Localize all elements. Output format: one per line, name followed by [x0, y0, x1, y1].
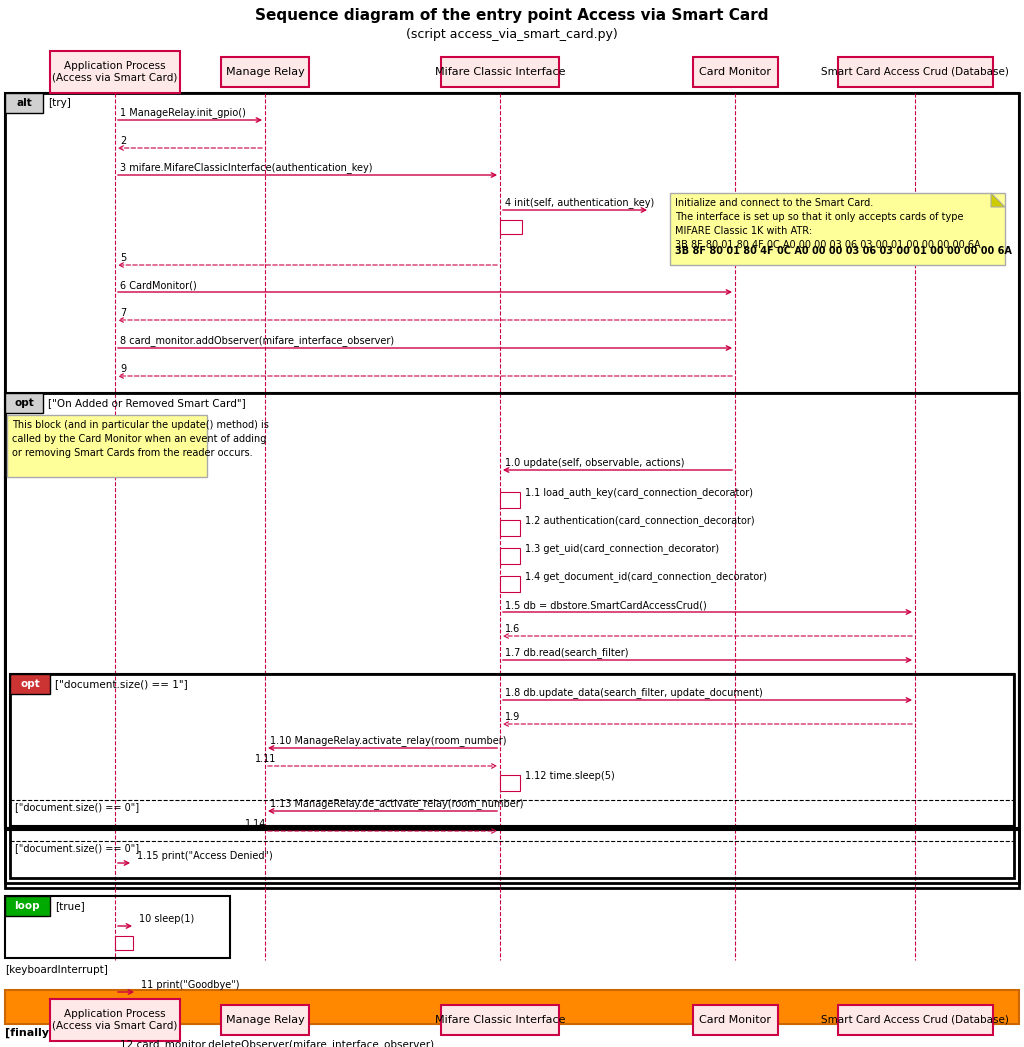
- Text: 1.6: 1.6: [505, 624, 520, 634]
- Text: 1.7 db.read(search_filter): 1.7 db.read(search_filter): [505, 647, 629, 658]
- Text: 1 ManageRelay.init_gpio(): 1 ManageRelay.init_gpio(): [120, 107, 246, 118]
- Text: loop: loop: [14, 901, 40, 911]
- Bar: [500, 548, 520, 564]
- Text: 1.15 print("Access Denied"): 1.15 print("Access Denied"): [137, 851, 272, 861]
- Text: 5: 5: [120, 253, 126, 263]
- Text: ["document.size() == 0"]: ["document.size() == 0"]: [15, 802, 139, 812]
- Text: [true]: [true]: [55, 901, 85, 911]
- Text: 1.9: 1.9: [505, 712, 520, 722]
- Text: Application Process
(Access via Smart Card): Application Process (Access via Smart Ca…: [52, 1009, 178, 1031]
- Text: [finally]: [finally]: [5, 1028, 54, 1039]
- Bar: [441, 1005, 559, 1035]
- Bar: [115, 1002, 133, 1016]
- Bar: [7, 415, 207, 477]
- Text: Application Process
(Access via Smart Card): Application Process (Access via Smart Ca…: [52, 61, 178, 83]
- Text: Manage Relay: Manage Relay: [225, 67, 304, 77]
- Text: 9: 9: [120, 364, 126, 374]
- Bar: [692, 1005, 777, 1035]
- Text: Manage Relay: Manage Relay: [225, 1015, 304, 1025]
- Bar: [5, 93, 43, 113]
- Text: 4 init(self, authentication_key): 4 init(self, authentication_key): [505, 197, 654, 208]
- Text: 1.1 load_auth_key(card_connection_decorator): 1.1 load_auth_key(card_connection_decora…: [525, 487, 753, 498]
- Bar: [838, 57, 992, 87]
- Text: opt: opt: [20, 680, 40, 689]
- Text: 1.0 update(self, observable, actions): 1.0 update(self, observable, actions): [505, 458, 684, 468]
- Text: 7: 7: [120, 308, 126, 318]
- Text: 1.3 get_uid(card_connection_decorator): 1.3 get_uid(card_connection_decorator): [525, 543, 719, 554]
- Text: 10 sleep(1): 10 sleep(1): [139, 914, 195, 925]
- Text: 1.8 db.update_data(search_filter, update_document): 1.8 db.update_data(search_filter, update…: [505, 687, 763, 698]
- Text: Mifare Classic Interface: Mifare Classic Interface: [435, 67, 565, 77]
- Text: Mifare Classic Interface: Mifare Classic Interface: [435, 1015, 565, 1025]
- Text: 12 card_monitor.deleteObserver(mifare_interface_observer): 12 card_monitor.deleteObserver(mifare_in…: [120, 1039, 434, 1047]
- Bar: [50, 51, 180, 93]
- Bar: [670, 193, 1005, 265]
- Text: Card Monitor: Card Monitor: [699, 67, 771, 77]
- Text: 1.10 ManageRelay.activate_relay(room_number): 1.10 ManageRelay.activate_relay(room_num…: [270, 735, 507, 747]
- Bar: [500, 520, 520, 536]
- Bar: [10, 674, 50, 694]
- Bar: [500, 576, 520, 592]
- Bar: [5, 393, 1019, 883]
- Text: [try]: [try]: [48, 98, 71, 108]
- Text: 11 print("Goodbye"): 11 print("Goodbye"): [141, 980, 240, 990]
- Text: 1.12 time.sleep(5): 1.12 time.sleep(5): [525, 771, 614, 781]
- Bar: [5, 93, 1019, 888]
- Text: Initialize and connect to the Smart Card.
The interface is set up so that it onl: Initialize and connect to the Smart Card…: [675, 198, 981, 250]
- Text: 8 card_monitor.addObserver(mifare_interface_observer): 8 card_monitor.addObserver(mifare_interf…: [120, 335, 394, 346]
- Bar: [5, 393, 43, 413]
- Text: 6 CardMonitor(): 6 CardMonitor(): [120, 280, 197, 290]
- Text: 1.13 ManageRelay.de_activate_relay(room_number): 1.13 ManageRelay.de_activate_relay(room_…: [270, 798, 523, 809]
- Text: ["document.size() == 0"]: ["document.size() == 0"]: [15, 843, 139, 853]
- Text: 2: 2: [120, 136, 126, 146]
- Bar: [500, 775, 520, 790]
- Bar: [221, 57, 309, 87]
- Bar: [692, 57, 777, 87]
- Text: opt: opt: [14, 398, 34, 408]
- Bar: [221, 1005, 309, 1035]
- Text: Smart Card Access Crud (Database): Smart Card Access Crud (Database): [821, 1015, 1009, 1025]
- Bar: [500, 492, 520, 508]
- Bar: [5, 393, 1019, 828]
- Text: 1.11: 1.11: [255, 754, 276, 764]
- Text: Card Monitor: Card Monitor: [699, 1015, 771, 1025]
- Text: Sequence diagram of the entry point Access via Smart Card: Sequence diagram of the entry point Acce…: [255, 8, 769, 23]
- Text: 1.4 get_document_id(card_connection_decorator): 1.4 get_document_id(card_connection_deco…: [525, 571, 767, 582]
- Polygon shape: [991, 193, 1005, 207]
- Bar: [838, 1005, 992, 1035]
- Text: ["On Added or Removed Smart Card"]: ["On Added or Removed Smart Card"]: [48, 398, 246, 408]
- Bar: [5, 896, 230, 958]
- Text: 1.2 authentication(card_connection_decorator): 1.2 authentication(card_connection_decor…: [525, 515, 755, 526]
- Text: [keyboardInterrupt]: [keyboardInterrupt]: [5, 965, 108, 975]
- Bar: [5, 93, 1019, 830]
- Text: ["document.size() == 1"]: ["document.size() == 1"]: [55, 680, 187, 689]
- Bar: [50, 999, 180, 1041]
- Bar: [10, 674, 1014, 878]
- Bar: [5, 896, 50, 916]
- Text: 1.14: 1.14: [245, 819, 266, 829]
- Text: 1.5 db = dbstore.SmartCardAccessCrud(): 1.5 db = dbstore.SmartCardAccessCrud(): [505, 600, 707, 610]
- Bar: [500, 220, 522, 233]
- Text: alt: alt: [16, 98, 32, 108]
- Text: (script access_via_smart_card.py): (script access_via_smart_card.py): [407, 28, 617, 41]
- Bar: [5, 990, 1019, 1024]
- Text: Smart Card Access Crud (Database): Smart Card Access Crud (Database): [821, 67, 1009, 77]
- Text: 3B 8F 80 01 80 4F 0C A0 00 00 03 06 03 00 01 00 00 00 00 6A: 3B 8F 80 01 80 4F 0C A0 00 00 03 06 03 0…: [675, 246, 1012, 257]
- Text: 3 mifare.MifareClassicInterface(authentication_key): 3 mifare.MifareClassicInterface(authenti…: [120, 162, 373, 173]
- Bar: [10, 674, 1014, 826]
- Text: This block (and in particular the update() method) is
called by the Card Monitor: This block (and in particular the update…: [12, 420, 269, 458]
- Bar: [115, 936, 133, 950]
- Bar: [441, 57, 559, 87]
